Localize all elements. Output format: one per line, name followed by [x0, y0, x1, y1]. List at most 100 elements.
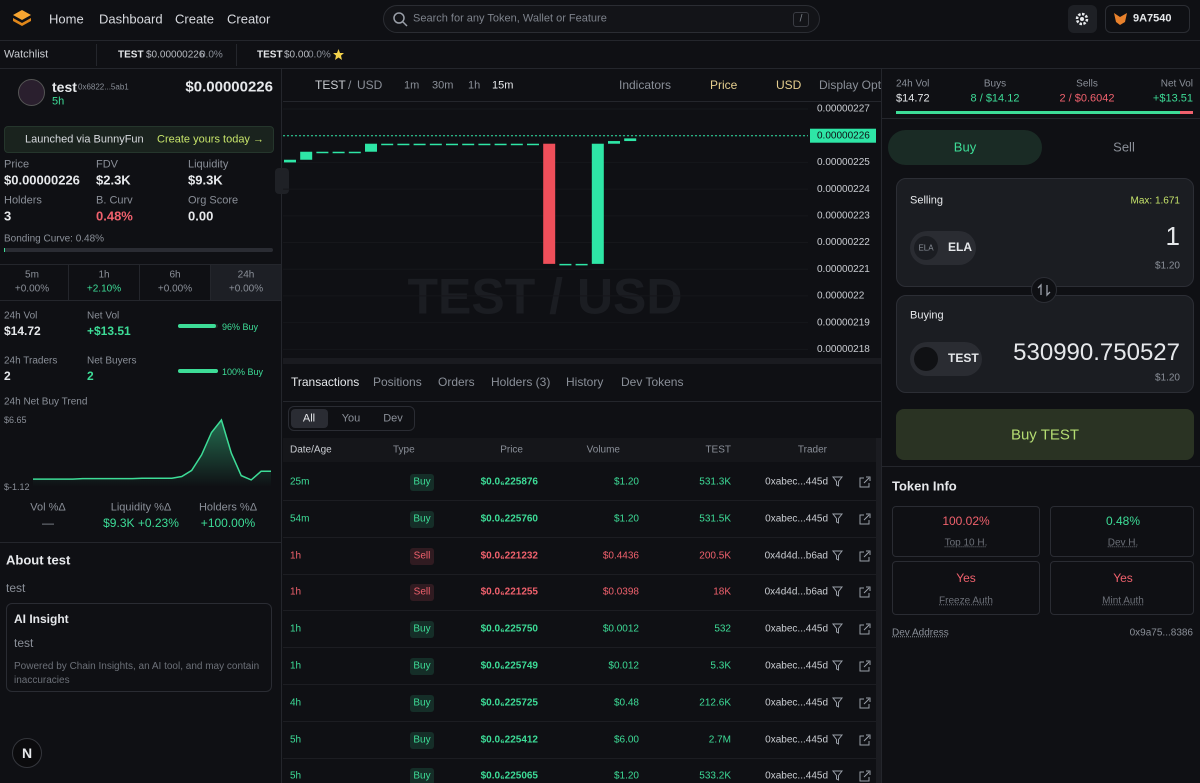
y-tick-label: 0.00000223	[817, 210, 870, 221]
filter-group	[288, 406, 415, 431]
sell-amount[interactable]: 1	[1165, 221, 1180, 252]
panel-splitter[interactable]	[283, 358, 881, 364]
nav-link[interactable]: Dashboard	[99, 11, 163, 27]
display-options[interactable]: Display Options	[819, 79, 881, 93]
type-badge	[410, 621, 434, 639]
filter-icon[interactable]	[831, 476, 844, 487]
watch-symbol[interactable]: TEST	[257, 49, 283, 61]
pair-base[interactable]: TEST	[315, 78, 346, 93]
tx-type: Buy	[413, 733, 431, 745]
column-header[interactable]: Type	[393, 444, 415, 456]
filter-icon[interactable]	[831, 697, 844, 708]
star-icon[interactable]	[333, 49, 344, 60]
external-link-icon[interactable]	[859, 586, 871, 598]
banner-link[interactable]: Create yours today →	[157, 133, 264, 146]
swap-icon	[1037, 283, 1051, 297]
tx-trader[interactable]: 0xabec...445d	[765, 623, 828, 635]
timeframe-label[interactable]: 6h	[169, 269, 181, 281]
timeframe-label[interactable]: 5m	[25, 269, 39, 281]
filter[interactable]: You	[341, 412, 361, 425]
y-tick-label: 0.00000221	[817, 264, 870, 275]
about-title[interactable]: About test	[6, 552, 71, 568]
logo[interactable]	[12, 9, 32, 27]
tx-trader[interactable]: 0xabec...445d	[765, 733, 828, 745]
filter-active[interactable]	[291, 409, 328, 428]
tab[interactable]: Orders	[438, 375, 475, 390]
interval[interactable]: 30m	[432, 79, 454, 92]
search-input[interactable]: Search for any Token, Wallet or Feature	[413, 12, 607, 25]
swap-button[interactable]	[1031, 277, 1057, 303]
filter-icon[interactable]	[831, 734, 844, 745]
buy-button-label[interactable]: Buy TEST	[1010, 426, 1080, 444]
price-toggle[interactable]: Price	[710, 78, 738, 93]
column-header[interactable]: Date/Age	[290, 444, 332, 456]
filter[interactable]: Dev	[383, 412, 403, 425]
buy-token: TEST	[948, 351, 979, 366]
avatar-letter[interactable]: N	[21, 744, 33, 761]
timeframe-label[interactable]: 24h	[237, 269, 255, 281]
filter-icon[interactable]	[831, 660, 844, 671]
info-value: Yes	[1113, 571, 1133, 586]
max-amount[interactable]: Max: 1.671	[1130, 195, 1180, 207]
avatar-button[interactable]	[12, 738, 42, 768]
tab[interactable]: Transactions	[291, 375, 360, 390]
external-link-icon[interactable]	[859, 770, 871, 782]
tx-trader[interactable]: 0xabec...445d	[765, 476, 828, 488]
tx-amount: 5.3K	[710, 660, 731, 672]
interval[interactable]: 1m	[404, 79, 420, 92]
nav-link[interactable]: Create	[175, 11, 215, 27]
watchlist-label[interactable]: Watchlist	[4, 48, 49, 61]
interval[interactable]: 1h	[468, 79, 481, 92]
wallet-address[interactable]: 9A7540	[1133, 12, 1172, 25]
tx-trader[interactable]: 0x4d4d...b6ad	[764, 549, 828, 561]
column-header[interactable]: Price	[500, 444, 523, 456]
external-link-icon[interactable]	[859, 623, 871, 635]
ai-text: test	[14, 636, 34, 651]
tab[interactable]: Dev Tokens	[621, 375, 684, 390]
search-box[interactable]	[383, 5, 820, 33]
tx-trader[interactable]: 0xabec...445d	[765, 697, 828, 709]
tx-trader[interactable]: 0xabec...445d	[765, 770, 828, 782]
external-link-icon[interactable]	[859, 697, 871, 709]
tx-price: $0.0₆225750	[480, 623, 538, 635]
filter[interactable]: All	[302, 412, 316, 425]
column-header[interactable]: Volume	[586, 444, 620, 456]
tx-trader[interactable]: 0xabec...445d	[765, 513, 828, 525]
collapse-button[interactable]	[275, 168, 289, 194]
filter-icon[interactable]	[831, 550, 844, 561]
dev-address[interactable]: 0x9a75...8386	[1129, 627, 1193, 639]
currency-toggle[interactable]: USD	[776, 78, 802, 93]
filter-icon[interactable]	[831, 513, 844, 524]
column-header[interactable]: Trader	[797, 444, 827, 456]
column-header[interactable]: TEST	[705, 444, 731, 456]
scrollbar[interactable]	[876, 438, 881, 783]
divider	[139, 265, 140, 300]
tx-trader[interactable]: 0xabec...445d	[765, 660, 828, 672]
buy-tab-active[interactable]	[888, 130, 1042, 165]
filter-icon[interactable]	[831, 770, 844, 782]
nav-link[interactable]: Home	[49, 11, 84, 27]
external-link-icon[interactable]	[859, 513, 871, 525]
indicators-button[interactable]: Indicators	[619, 78, 672, 93]
external-link-icon[interactable]	[859, 550, 871, 562]
tx-trader[interactable]: 0x4d4d...b6ad	[764, 586, 828, 598]
tab[interactable]: Positions	[373, 375, 422, 390]
timeframe-active[interactable]	[211, 265, 281, 300]
tx-age: 5h	[290, 733, 302, 745]
filter-icon[interactable]	[831, 586, 844, 598]
filter-icon[interactable]	[831, 623, 844, 634]
buy-button[interactable]	[896, 409, 1194, 460]
interval[interactable]: 15m	[492, 79, 514, 92]
wallet-box[interactable]	[1105, 5, 1190, 33]
external-link-icon[interactable]	[859, 476, 871, 488]
watch-symbol[interactable]: TEST	[118, 49, 144, 61]
external-link-icon[interactable]	[859, 734, 871, 746]
tab[interactable]: Holders (3)	[491, 375, 551, 390]
nav-link[interactable]: Creator	[227, 11, 271, 27]
candle	[397, 143, 410, 146]
buy-tab[interactable]: Buy	[953, 139, 977, 155]
tab[interactable]: History	[566, 375, 604, 390]
external-link-icon[interactable]	[859, 660, 871, 672]
timeframe-label[interactable]: 1h	[98, 269, 110, 281]
sell-tab[interactable]: Sell	[1113, 139, 1135, 155]
